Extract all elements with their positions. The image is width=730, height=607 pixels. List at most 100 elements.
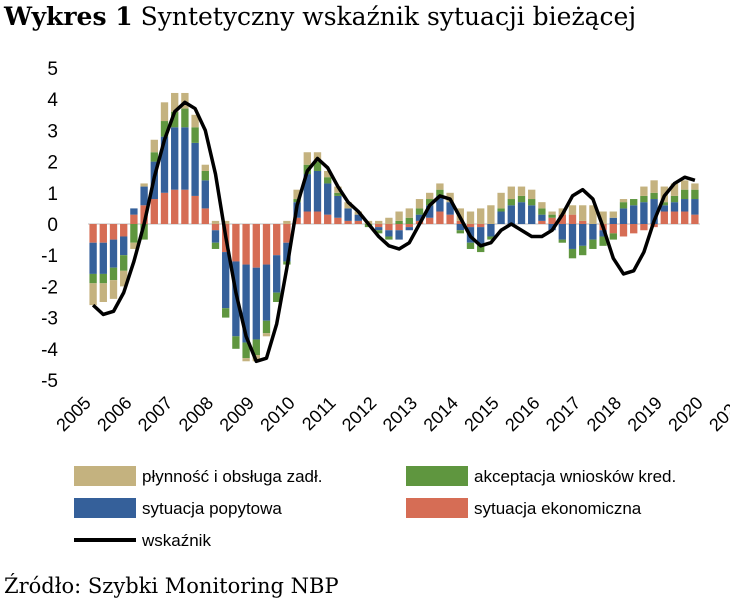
bar-akceptacja [252, 339, 260, 356]
bar-ekonomiczna [446, 214, 454, 224]
bar-ekonomiczna [395, 224, 403, 231]
bar-popytowa [517, 202, 526, 224]
bar-popytowa [619, 208, 628, 224]
bar-plynnosc [538, 202, 546, 209]
bar-plynnosc [609, 211, 617, 218]
bar-popytowa [456, 224, 464, 231]
bar-popytowa [283, 242, 291, 262]
x-tick-label: 2006 [93, 393, 135, 435]
legend-label-wskaznik: wskaźnik [141, 531, 211, 550]
x-tick-label: 2014 [420, 393, 462, 435]
chart-title-prefix: Wykres 1 [4, 2, 133, 31]
bar-popytowa [130, 208, 138, 215]
bar-plynnosc [191, 114, 199, 128]
bar-ekonomiczna [558, 214, 566, 224]
bar-plynnosc [211, 220, 220, 224]
bar-popytowa [344, 208, 352, 221]
bar-popytowa [568, 224, 577, 249]
bar-akceptacja [262, 320, 271, 334]
y-tick-label: 5 [47, 59, 58, 80]
bar-popytowa [89, 242, 97, 274]
bar-akceptacja [222, 308, 230, 318]
bar-popytowa [109, 239, 118, 268]
bar-akceptacja [609, 233, 617, 240]
bar-popytowa [242, 264, 250, 343]
bar-plynnosc [568, 205, 577, 215]
bar-popytowa [589, 224, 597, 240]
bar-plynnosc [426, 192, 434, 200]
bar-akceptacja [171, 111, 179, 128]
bar-ekonomiczna [150, 199, 158, 224]
bar-popytowa [324, 183, 332, 215]
bar-popytowa [334, 195, 342, 218]
bar-ekonomiczna [691, 214, 699, 224]
bar-plynnosc [466, 211, 475, 224]
bar-akceptacja [375, 230, 383, 234]
bar-akceptacja [426, 199, 434, 206]
bar-plynnosc [201, 164, 209, 171]
x-tick-label: 2010 [256, 393, 298, 435]
bar-ekonomiczna [181, 189, 189, 224]
bar-ekonomiczna [477, 224, 485, 228]
bar-popytowa [660, 205, 668, 212]
bar-plynnosc [160, 102, 169, 122]
bar-plynnosc [385, 217, 393, 224]
bar-akceptacja [681, 189, 689, 200]
bar-akceptacja [313, 161, 322, 171]
bar-akceptacja [415, 208, 424, 215]
x-tick-label: 2005 [52, 393, 94, 435]
bar-plynnosc [109, 280, 118, 299]
bar-plynnosc [120, 270, 128, 287]
bar-popytowa [599, 230, 607, 237]
bar-plynnosc [528, 189, 536, 200]
bar-popytowa [273, 255, 281, 293]
bar-akceptacja [436, 189, 444, 196]
y-tick-label: -4 [41, 340, 58, 361]
bar-ekonomiczna [538, 220, 546, 224]
x-tick-label: 2012 [338, 393, 380, 435]
bar-plynnosc [375, 220, 383, 224]
bar-plynnosc [130, 242, 138, 249]
bar-ekonomiczna [99, 224, 107, 243]
bar-popytowa [487, 224, 495, 237]
bar-ekonomiczna [191, 195, 199, 224]
bar-popytowa [385, 230, 393, 237]
bar-popytowa [354, 214, 362, 221]
bar-popytowa [171, 127, 179, 190]
bar-ekonomiczna [334, 217, 342, 224]
bar-akceptacja [507, 199, 515, 206]
source-note: Źródło: Szybki Monitoring NBP [4, 574, 339, 598]
bar-ekonomiczna [242, 224, 250, 265]
bar-popytowa [630, 205, 638, 224]
bar-ekonomiczna [303, 211, 311, 224]
bar-ekonomiczna [262, 224, 271, 265]
x-tick-label: 2009 [216, 393, 258, 435]
bar-popytowa [415, 214, 424, 221]
x-tick-label: 2013 [379, 393, 421, 435]
bar-akceptacja [273, 292, 281, 302]
bar-akceptacja [109, 267, 118, 281]
bar-akceptacja [568, 248, 577, 259]
bar-popytowa [640, 202, 648, 224]
bar-ekonomiczna [201, 208, 209, 224]
legend-label-ekonomiczna: sytuacja ekonomiczna [474, 499, 642, 518]
bar-akceptacja [538, 208, 546, 215]
bar-ekonomiczna [252, 224, 260, 268]
legend-label-akceptacja: akceptacja wniosków kred. [474, 467, 676, 486]
legend: płynność i obsługa zadł. akceptacja wnios… [74, 466, 676, 550]
bar-ekonomiczna [568, 214, 577, 224]
y-tick-label: -2 [41, 277, 58, 298]
bar-akceptacja [619, 202, 628, 209]
bar-ekonomiczna [232, 224, 240, 262]
y-tick-label: -5 [41, 371, 58, 392]
bar-akceptacja [160, 121, 169, 137]
bar-plynnosc [507, 186, 515, 200]
chart-title: Wykres 1 Syntetyczny wskaźnik sytuacji b… [4, 2, 730, 31]
bar-plynnosc [99, 283, 107, 302]
bar-ekonomiczna [630, 224, 638, 234]
bar-akceptacja [579, 245, 587, 256]
bar-akceptacja [660, 202, 668, 206]
bar-akceptacja [517, 195, 526, 203]
bar-ekonomiczna [619, 224, 628, 237]
